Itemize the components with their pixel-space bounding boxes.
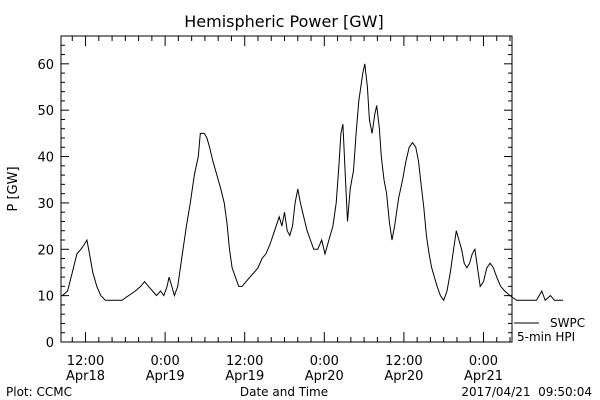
series-line-swpc [61, 63, 564, 302]
y-tick-label: 50 [37, 104, 54, 119]
y-tick-label: 40 [37, 151, 54, 166]
plot-source-label: Plot: CCMC [6, 385, 72, 399]
x-tick-time-label: 12:00 [67, 354, 104, 369]
x-tick-time-label: 0:00 [469, 354, 498, 369]
plot-frame [60, 35, 513, 343]
y-tick-label: 10 [37, 290, 54, 305]
x-axis: 12:00Apr180:00Apr1912:00Apr190:00Apr2012… [66, 36, 511, 384]
x-tick-time-label: 0:00 [151, 354, 180, 369]
y-tick-label: 0 [46, 336, 54, 351]
x-tick-date-label: Apr18 [66, 369, 105, 384]
x-tick-time-label: 0:00 [310, 354, 339, 369]
x-tick-date-label: Apr20 [384, 369, 423, 384]
legend-label-5min-hpi: 5-min HPI [517, 330, 575, 344]
plot-timestamp: 2017/04/21 09:50:04 [461, 385, 592, 399]
x-tick-date-label: Apr19 [146, 369, 185, 384]
y-tick-label: 30 [37, 197, 54, 212]
legend-label-swpc: SWPC [550, 316, 585, 330]
x-tick-date-label: Apr19 [225, 369, 264, 384]
y-tick-label: 60 [37, 58, 54, 73]
x-tick-time-label: 12:00 [385, 354, 422, 369]
x-tick-time-label: 12:00 [226, 354, 263, 369]
x-axis-label: Date and Time [240, 385, 328, 399]
chart-title: Hemispheric Power [GW] [184, 12, 383, 31]
x-tick-date-label: Apr21 [464, 369, 503, 384]
y-tick-label: 20 [37, 243, 54, 258]
y-axis: 0 10 20 30 40 50 60 [37, 44, 512, 351]
x-tick-date-label: Apr20 [305, 369, 344, 384]
legend: SWPC 5-min HPI [514, 316, 585, 344]
y-axis-label: P [GW] [6, 166, 21, 211]
